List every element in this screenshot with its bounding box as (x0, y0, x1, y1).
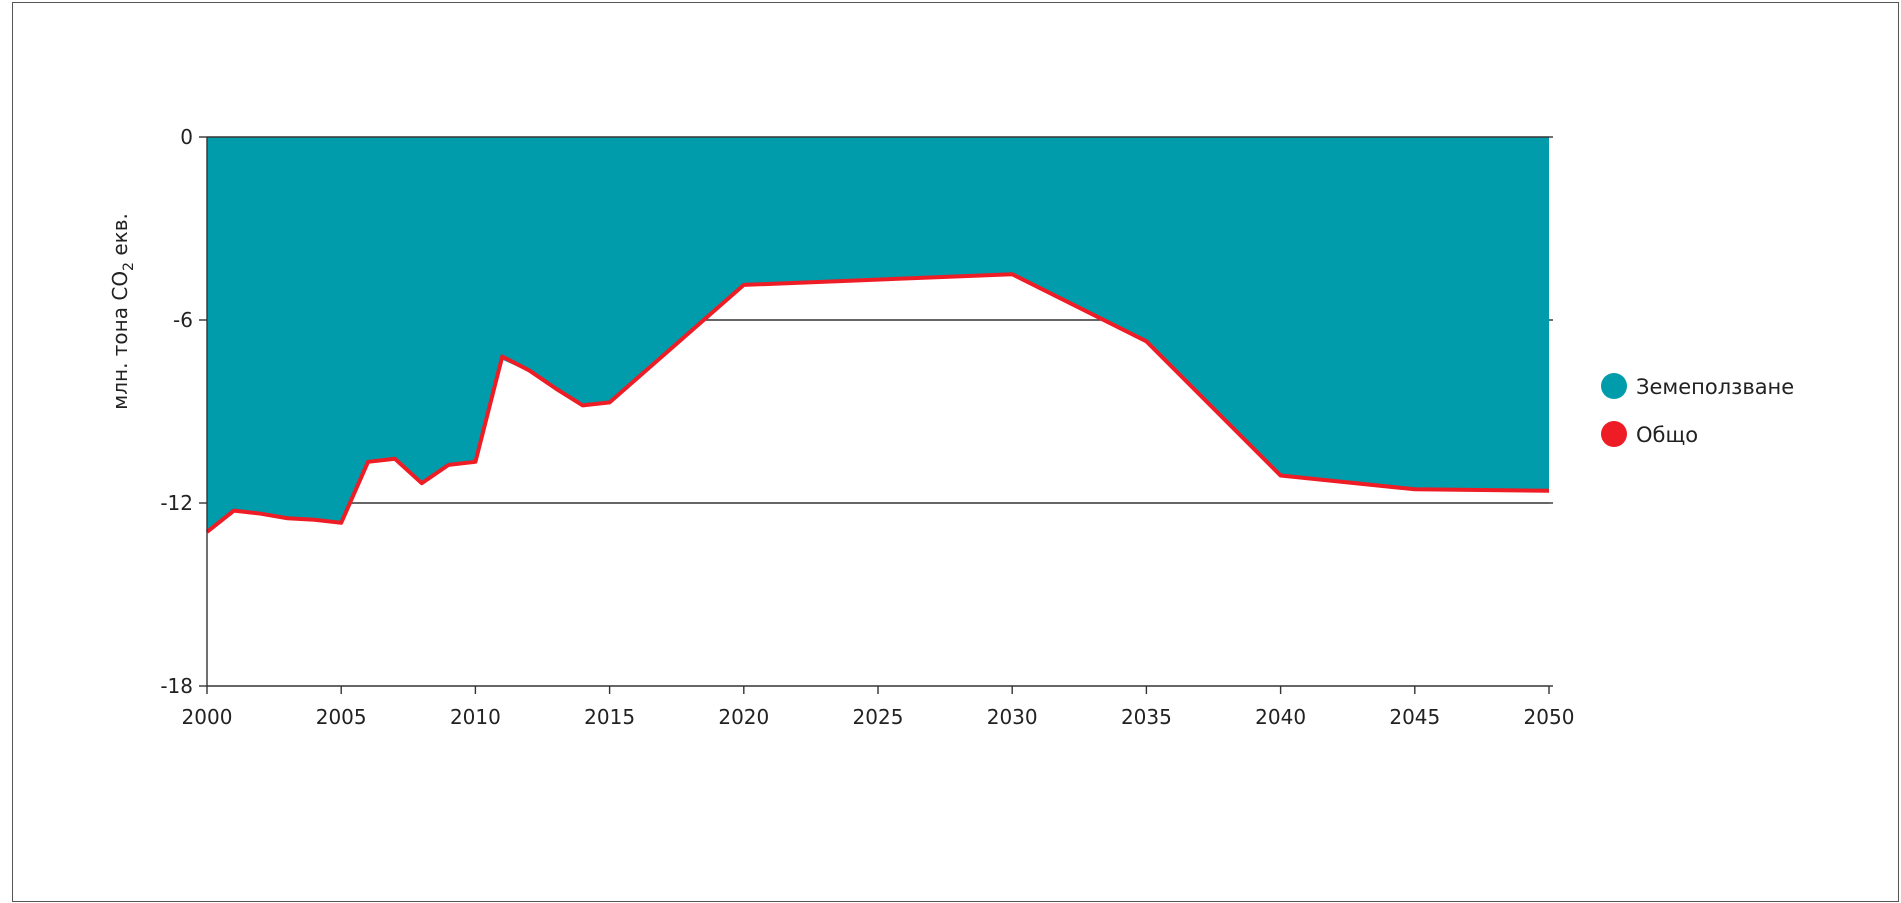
x-tick-label: 2035 (1121, 705, 1172, 729)
legend-label-1: Общо (1636, 423, 1698, 447)
area-zemepolzvane (207, 137, 1549, 531)
chart-frame: 0 -6 -12 -18 2000 2005 2010 2015 2020 2025 2030 203… (12, 2, 1899, 902)
y-tick-label: 0 (180, 125, 193, 149)
y-axis-title-suffix: екв. (108, 213, 132, 262)
y-tick-label: -6 (173, 308, 193, 332)
x-tick-label: 2030 (987, 705, 1038, 729)
legend: Земеползване Общо (1601, 373, 1794, 447)
tick-labels: 0 -6 -12 -18 2000 2005 2010 2015 2020 2025 2030 203… (160, 125, 1574, 729)
legend-label-0: Земеползване (1636, 375, 1794, 399)
area-chart: 0 -6 -12 -18 2000 2005 2010 2015 2020 2025 2030 203… (108, 125, 1794, 729)
x-tick-label: 2015 (584, 705, 635, 729)
legend-marker-1 (1601, 421, 1627, 447)
x-tick-label: 2005 (316, 705, 367, 729)
x-tick-label: 2010 (450, 705, 501, 729)
x-tick-label: 2045 (1389, 705, 1440, 729)
y-tick-label: -12 (160, 491, 193, 515)
y-tick-label: -18 (160, 674, 193, 698)
y-axis-title-subscript: 2 (121, 262, 137, 271)
x-tick-label: 2025 (853, 705, 904, 729)
x-tick-label: 2020 (718, 705, 769, 729)
x-tick-label: 2040 (1255, 705, 1306, 729)
line-obshto (205, 272, 1550, 534)
x-tick-label: 2000 (182, 705, 233, 729)
y-axis-title-main: млн. тона CO (108, 271, 132, 410)
legend-marker-0 (1601, 373, 1627, 399)
x-tick-label: 2050 (1524, 705, 1575, 729)
y-axis-title: млн. тона CO2 екв. (108, 213, 137, 410)
plot-area (205, 136, 1550, 687)
